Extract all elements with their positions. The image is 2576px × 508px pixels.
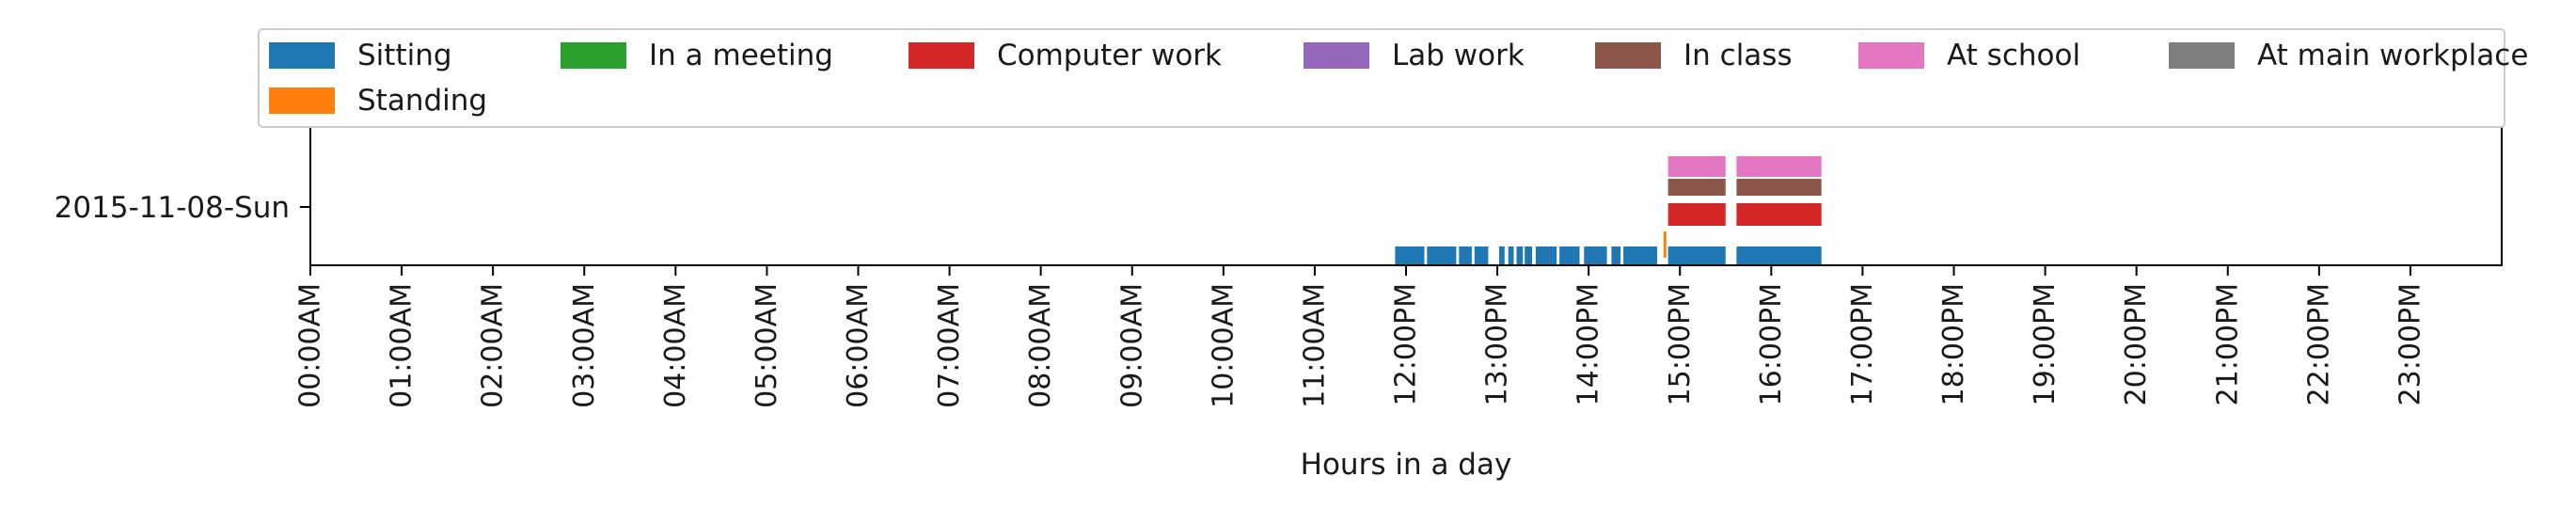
interval-bar-at-school-0 <box>1667 156 1726 177</box>
legend-label: Computer work <box>997 39 1222 72</box>
legend-swatch <box>561 42 626 69</box>
interval-bar-sitting-2 <box>1459 246 1472 265</box>
legend-label: Sitting <box>357 39 452 72</box>
legend-entry-lab-work: Lab work <box>1304 39 1525 72</box>
plot-frame <box>309 121 2503 266</box>
legend-label: At main workplace <box>2257 39 2529 72</box>
axes <box>309 121 2503 266</box>
legend-swatch <box>269 87 335 114</box>
x-tick-label: 19:00PM <box>2029 283 2062 405</box>
x-tick-label: 14:00PM <box>1572 283 1605 405</box>
legend-entry-in-class: In class <box>1595 39 1793 72</box>
y-tick-label: 2015-11-08-Sun <box>55 191 290 225</box>
interval-bar-sitting-1 <box>1427 246 1457 265</box>
legend-swatch <box>1858 42 1924 69</box>
x-tick-label: 23:00PM <box>2394 283 2426 405</box>
y-axis-ticks: 2015-11-08-Sun <box>55 191 310 225</box>
interval-bar-sitting-9 <box>1559 246 1580 265</box>
x-tick-label: 10:00AM <box>1207 283 1240 408</box>
interval-bar-standing-0 <box>1663 231 1667 258</box>
legend-swatch <box>1304 42 1369 69</box>
x-axis-ticks: 00:00AM 01:00AM 02:00AM 03:00AM 04:00AM 05:00… <box>294 265 2426 408</box>
legend-swatch <box>269 42 335 69</box>
x-tick-label: 07:00AM <box>933 283 966 408</box>
legend-entry-at-main-workplace: At main workplace <box>2169 39 2529 72</box>
x-tick-label: 08:00AM <box>1024 283 1057 408</box>
x-tick-label: 05:00AM <box>751 283 783 408</box>
interval-bar-in-class-0 <box>1667 179 1726 196</box>
x-tick-label: 00:00AM <box>294 283 327 408</box>
x-tick-label: 18:00PM <box>1937 283 1970 405</box>
x-tick-label: 16:00PM <box>1755 283 1788 405</box>
x-tick-label: 13:00PM <box>1481 283 1514 405</box>
interval-bar-sitting-14 <box>1736 246 1822 265</box>
interval-bar-in-class-1 <box>1736 179 1822 196</box>
interval-bar-sitting-3 <box>1474 246 1489 265</box>
legend-label: In a meeting <box>649 39 833 72</box>
legend: Sitting In a meeting Computer work Lab work… <box>258 28 2528 128</box>
x-tick-label: 21:00PM <box>2211 283 2244 405</box>
legend-swatch <box>909 42 974 69</box>
x-tick-label: 03:00AM <box>568 283 601 408</box>
interval-bar-sitting-10 <box>1584 246 1607 265</box>
x-tick-label: 06:00AM <box>842 283 875 408</box>
x-tick-label: 17:00PM <box>1846 283 1879 405</box>
interval-bar-computer-work-0 <box>1667 203 1726 226</box>
legend-entry-computer-work: Computer work <box>909 39 1222 72</box>
x-tick-label: 12:00PM <box>1390 283 1423 405</box>
x-tick-label: 11:00AM <box>1298 283 1331 408</box>
interval-bar-sitting-6 <box>1516 246 1524 265</box>
x-tick-label: 20:00PM <box>2120 283 2153 405</box>
legend-label: Lab work <box>1392 39 1525 72</box>
interval-bar-computer-work-1 <box>1736 203 1822 226</box>
interval-bar-at-school-1 <box>1736 156 1822 177</box>
legend-entry-in-a-meeting: In a meeting <box>561 39 833 72</box>
interval-bar-sitting-11 <box>1611 246 1621 265</box>
legend-swatch <box>1595 42 1661 69</box>
interval-bar-sitting-0 <box>1395 246 1425 265</box>
interval-bar-sitting-7 <box>1525 246 1532 265</box>
legend-entry-sitting: Sitting <box>269 39 452 72</box>
x-tick-label: 09:00AM <box>1115 283 1148 408</box>
x-tick-label: 02:00AM <box>477 283 510 408</box>
legend-label: Standing <box>357 84 488 118</box>
x-tick-label: 22:00PM <box>2302 283 2335 405</box>
x-tick-label: 15:00PM <box>1664 283 1697 405</box>
x-tick-label: 01:00AM <box>386 283 419 408</box>
x-axis-label: Hours in a day <box>1301 448 1512 482</box>
legend-label: In class <box>1683 39 1793 72</box>
interval-bar-sitting-12 <box>1623 246 1657 265</box>
plot-area <box>1395 156 1822 265</box>
interval-bar-sitting-13 <box>1667 246 1726 265</box>
legend-swatch <box>2169 42 2235 69</box>
legend-entry-at-school: At school <box>1858 39 2081 72</box>
interval-bar-sitting-5 <box>1508 246 1514 265</box>
x-tick-label: 04:00AM <box>659 283 692 408</box>
interval-bar-sitting-8 <box>1535 246 1557 265</box>
legend-label: At school <box>1947 39 2081 72</box>
interval-bar-sitting-4 <box>1499 246 1505 265</box>
legend-entry-standing: Standing <box>269 84 488 118</box>
